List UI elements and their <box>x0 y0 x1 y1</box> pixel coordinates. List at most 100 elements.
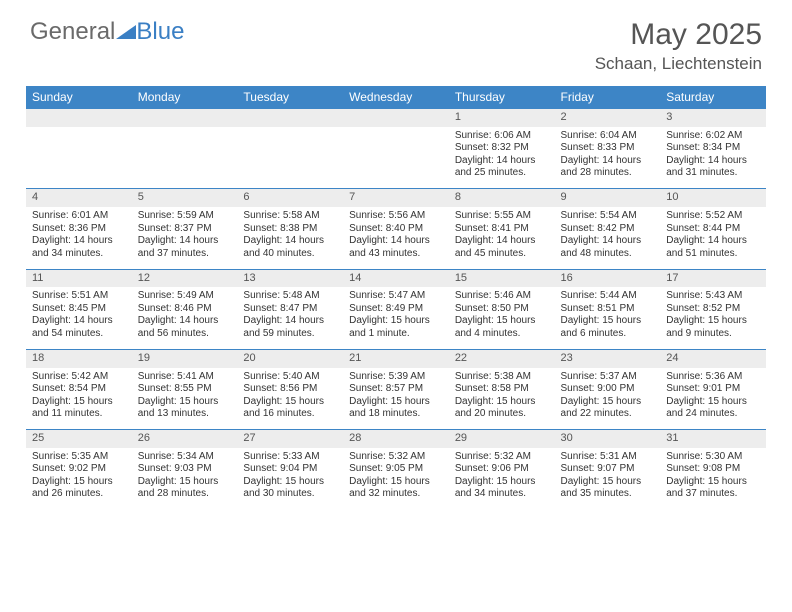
sunset-text: Sunset: 9:04 PM <box>243 463 337 476</box>
sunset-text: Sunset: 8:32 PM <box>455 142 549 155</box>
daylight-text-2: and 48 minutes. <box>561 248 655 261</box>
sunset-text: Sunset: 8:47 PM <box>243 303 337 316</box>
daylight-text-1: Daylight: 15 hours <box>32 396 126 409</box>
sunrise-text: Sunrise: 5:48 AM <box>243 290 337 303</box>
day-number-cell: 19 <box>132 349 238 367</box>
daylight-text-2: and 45 minutes. <box>455 248 549 261</box>
day-number: 11 <box>32 272 43 284</box>
day-details-cell: Sunrise: 5:37 AMSunset: 9:00 PMDaylight:… <box>555 368 661 430</box>
daylight-text-2: and 11 minutes. <box>32 408 126 421</box>
sunrise-text: Sunrise: 5:37 AM <box>561 371 655 384</box>
daylight-text-2: and 34 minutes. <box>455 488 549 501</box>
day-number-row: 12 3 <box>26 109 766 127</box>
day-number-cell: 20 <box>237 349 343 367</box>
daylight-text-1: Daylight: 14 hours <box>666 155 760 168</box>
sunset-text: Sunset: 9:03 PM <box>138 463 232 476</box>
day-number: 28 <box>349 432 361 444</box>
day-details-cell: Sunrise: 5:55 AMSunset: 8:41 PMDaylight:… <box>449 207 555 269</box>
sunrise-text: Sunrise: 5:51 AM <box>32 290 126 303</box>
day-details-cell: Sunrise: 6:01 AMSunset: 8:36 PMDaylight:… <box>26 207 132 269</box>
day-details-cell <box>343 127 449 189</box>
sunrise-text: Sunrise: 6:06 AM <box>455 130 549 143</box>
sunrise-text: Sunrise: 5:59 AM <box>138 210 232 223</box>
daylight-text-1: Daylight: 15 hours <box>666 476 760 489</box>
weekday-header: Tuesday <box>237 86 343 109</box>
sunrise-text: Sunrise: 5:47 AM <box>349 290 443 303</box>
day-details-cell: Sunrise: 5:47 AMSunset: 8:49 PMDaylight:… <box>343 287 449 349</box>
daylight-text-1: Daylight: 14 hours <box>138 315 232 328</box>
daylight-text-1: Daylight: 14 hours <box>32 315 126 328</box>
daylight-text-1: Daylight: 15 hours <box>138 396 232 409</box>
day-details-cell: Sunrise: 5:56 AMSunset: 8:40 PMDaylight:… <box>343 207 449 269</box>
title-block: May 2025 Schaan, Liechtenstein <box>595 18 762 74</box>
day-number-row: 11121314151617 <box>26 269 766 287</box>
daylight-text-1: Daylight: 15 hours <box>666 315 760 328</box>
daylight-text-2: and 6 minutes. <box>561 328 655 341</box>
day-number-cell: 3 <box>660 109 766 127</box>
day-details-cell: Sunrise: 5:54 AMSunset: 8:42 PMDaylight:… <box>555 207 661 269</box>
sunset-text: Sunset: 9:05 PM <box>349 463 443 476</box>
day-details-cell: Sunrise: 5:34 AMSunset: 9:03 PMDaylight:… <box>132 448 238 510</box>
day-number-cell: 12 <box>132 269 238 287</box>
sunrise-text: Sunrise: 5:49 AM <box>138 290 232 303</box>
daylight-text-1: Daylight: 14 hours <box>455 235 549 248</box>
sunrise-text: Sunrise: 6:02 AM <box>666 130 760 143</box>
day-details-row: Sunrise: 6:06 AMSunset: 8:32 PM Daylight:… <box>26 127 766 189</box>
daylight-text-1: Daylight: 15 hours <box>561 396 655 409</box>
day-number-cell: 7 <box>343 189 449 207</box>
sunrise-text: Sunrise: 5:32 AM <box>455 451 549 464</box>
day-number: 4 <box>32 191 38 203</box>
day-number-row: 45678910 <box>26 189 766 207</box>
day-details-cell: Sunrise: 5:36 AMSunset: 9:01 PMDaylight:… <box>660 368 766 430</box>
weekday-header: Friday <box>555 86 661 109</box>
day-number: 22 <box>455 352 467 364</box>
sunset-text: Sunset: 8:50 PM <box>455 303 549 316</box>
day-number-cell: 16 <box>555 269 661 287</box>
day-details-cell: Sunrise: 5:35 AMSunset: 9:02 PMDaylight:… <box>26 448 132 510</box>
day-details-row: Sunrise: 5:51 AMSunset: 8:45 PMDaylight:… <box>26 287 766 349</box>
daylight-text-1: Daylight: 15 hours <box>349 315 443 328</box>
day-number: 24 <box>666 352 678 364</box>
daylight-text-1: Daylight: 15 hours <box>349 396 443 409</box>
daylight-text-2: and 51 minutes. <box>666 248 760 261</box>
daylight-text-2: and 4 minutes. <box>455 328 549 341</box>
day-details-cell: Sunrise: 5:40 AMSunset: 8:56 PMDaylight:… <box>237 368 343 430</box>
sunrise-text: Sunrise: 5:39 AM <box>349 371 443 384</box>
day-number-row: 18192021222324 <box>26 349 766 367</box>
daylight-text-1: Daylight: 14 hours <box>561 235 655 248</box>
day-number: 7 <box>349 191 355 203</box>
day-number: 30 <box>561 432 573 444</box>
day-number-cell: 1 <box>449 109 555 127</box>
sunrise-text: Sunrise: 6:04 AM <box>561 130 655 143</box>
sunset-text: Sunset: 8:54 PM <box>32 383 126 396</box>
day-number-cell: 22 <box>449 349 555 367</box>
sunset-text: Sunset: 8:55 PM <box>138 383 232 396</box>
day-number-cell: 31 <box>660 430 766 448</box>
day-number: 3 <box>666 111 672 123</box>
day-number: 2 <box>561 111 567 123</box>
weekday-header: Sunday <box>26 86 132 109</box>
daylight-text-2: and 37 minutes. <box>138 248 232 261</box>
day-number: 19 <box>138 352 150 364</box>
day-number: 17 <box>666 272 678 284</box>
day-number-cell: 4 <box>26 189 132 207</box>
daylight-text-2: and 22 minutes. <box>561 408 655 421</box>
day-number-cell: 11 <box>26 269 132 287</box>
day-number: 18 <box>32 352 44 364</box>
day-number-cell: 29 <box>449 430 555 448</box>
day-number-cell <box>132 109 238 127</box>
sunrise-text: Sunrise: 5:38 AM <box>455 371 549 384</box>
day-number: 25 <box>32 432 44 444</box>
daylight-text-2: and 18 minutes. <box>349 408 443 421</box>
day-number-cell: 10 <box>660 189 766 207</box>
day-details-cell: Sunrise: 5:59 AMSunset: 8:37 PMDaylight:… <box>132 207 238 269</box>
day-number-cell: 23 <box>555 349 661 367</box>
sunrise-text: Sunrise: 5:36 AM <box>666 371 760 384</box>
day-number-cell: 14 <box>343 269 449 287</box>
sunset-text: Sunset: 8:38 PM <box>243 223 337 236</box>
sunrise-text: Sunrise: 5:40 AM <box>243 371 337 384</box>
daylight-text-2: and 28 minutes. <box>138 488 232 501</box>
sunrise-text: Sunrise: 5:41 AM <box>138 371 232 384</box>
sunrise-text: Sunrise: 5:32 AM <box>349 451 443 464</box>
daylight-text-1: Daylight: 14 hours <box>666 235 760 248</box>
